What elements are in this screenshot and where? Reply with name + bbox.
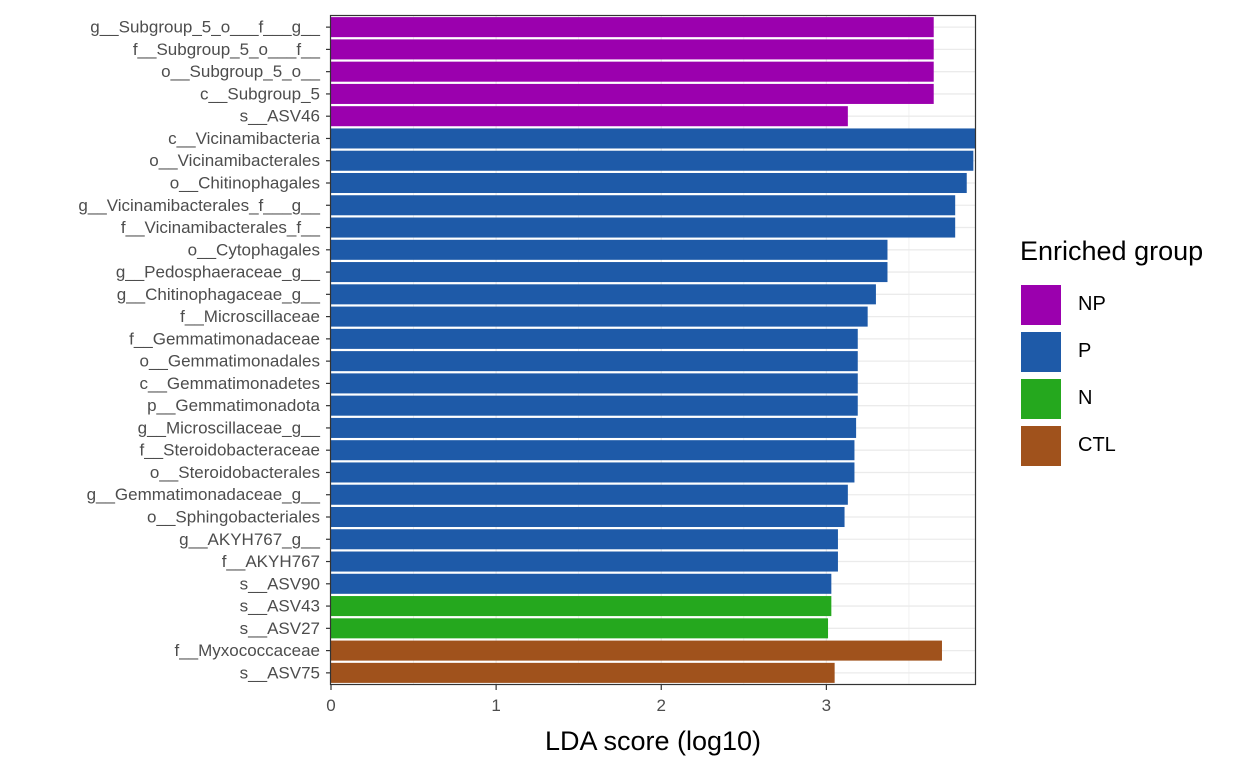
legend-item: N — [1020, 375, 1203, 422]
y-tick-label: f__Myxococcaceae — [174, 641, 320, 660]
x-tick-label: 0 — [326, 696, 335, 715]
bar — [331, 61, 934, 82]
y-tick-label: s__ASV90 — [240, 574, 320, 593]
legend-items: NP P N CTL — [1020, 281, 1203, 469]
legend-swatch — [1020, 330, 1062, 373]
y-tick-label: s__ASV27 — [240, 619, 320, 638]
legend-item: CTL — [1020, 422, 1203, 469]
bar — [331, 440, 855, 461]
bar — [331, 17, 934, 38]
bar — [331, 373, 858, 394]
legend-swatch — [1020, 424, 1062, 467]
bar — [331, 306, 868, 327]
bar — [331, 195, 956, 216]
legend-title: Enriched group — [1020, 236, 1204, 266]
bar — [331, 596, 832, 617]
plot-panel-border — [329, 14, 977, 686]
y-tick-label: f__Gemmatimonadaceae — [129, 329, 320, 348]
bar — [331, 551, 838, 572]
y-tick-label: f__Vicinamibacterales_f__ — [121, 218, 321, 237]
y-tick-label: o__Vicinamibacterales — [149, 151, 320, 170]
x-tick-label: 3 — [822, 696, 831, 715]
y-tick-label: s__ASV75 — [240, 663, 320, 682]
y-tick-label: p__Gemmatimonadota — [147, 396, 320, 415]
y-tick-label: c__Vicinamibacteria — [168, 129, 320, 148]
y-tick-label: g__Chitinophagaceae_g__ — [117, 285, 321, 304]
y-tick-label: c__Subgroup_5 — [200, 84, 320, 103]
bar — [331, 83, 934, 104]
y-tick-label: o__Cytophagales — [188, 240, 320, 259]
y-tick-label: s__ASV43 — [240, 597, 320, 616]
legend-label: N — [1078, 387, 1093, 409]
y-tick-label: s__ASV46 — [240, 107, 320, 126]
legend-item: NP — [1020, 281, 1203, 328]
y-tick-label: o__Steroidobacterales — [150, 463, 320, 482]
bar — [331, 262, 888, 283]
y-tick-label: o__Chitinophagales — [170, 174, 320, 193]
y-tick-label: g__Microscillaceae_g__ — [138, 418, 321, 437]
legend-item: P — [1020, 328, 1203, 375]
bar — [331, 351, 858, 372]
bar — [331, 239, 888, 260]
bar — [331, 150, 974, 171]
bar — [331, 39, 934, 60]
bar — [331, 106, 848, 127]
y-tick-label: g__Gemmatimonadaceae_g__ — [87, 485, 321, 504]
y-tick-label: c__Gemmatimonadetes — [140, 374, 320, 393]
bar — [331, 506, 845, 528]
y-tick-label: o__Gemmatimonadales — [140, 352, 320, 371]
bar — [331, 618, 829, 639]
bar — [331, 217, 956, 238]
bar — [331, 573, 832, 594]
legend: Enriched group NP P N CTL — [1020, 236, 1203, 469]
legend-label: NP — [1078, 293, 1106, 315]
bar — [331, 284, 876, 305]
legend-swatch — [1020, 283, 1062, 326]
y-tick-label: g__Vicinamibacterales_f___g__ — [78, 196, 320, 215]
y-tick-label: g__Pedosphaeraceae_g__ — [116, 263, 321, 282]
bars — [331, 17, 975, 683]
x-tick-label: 2 — [657, 696, 666, 715]
bar — [331, 462, 855, 483]
legend-label: CTL — [1078, 434, 1116, 456]
bar — [331, 662, 835, 683]
bar — [331, 484, 848, 505]
y-tick-label: g__AKYH767_g__ — [179, 530, 320, 549]
bar — [331, 172, 967, 194]
y-tick-label: f__AKYH767 — [222, 552, 320, 571]
y-tick-label: o__Sphingobacteriales — [147, 508, 320, 527]
bar — [331, 395, 858, 416]
legend-label: P — [1078, 340, 1092, 362]
x-tick-label: 1 — [491, 696, 500, 715]
bar — [331, 529, 838, 550]
y-tick-label: o__Subgroup_5_o__ — [161, 62, 320, 81]
bar — [331, 640, 942, 661]
y-tick-label: f__Microscillaceae — [180, 307, 320, 326]
legend-swatch — [1020, 377, 1062, 420]
bar — [331, 328, 858, 349]
bar — [331, 417, 857, 438]
x-axis-ticks: 0 1 2 3 — [326, 684, 831, 715]
y-tick-label: f__Subgroup_5_o___f__ — [133, 40, 321, 59]
y-tick-label: g__Subgroup_5_o___f___g__ — [90, 18, 320, 37]
y-tick-labels: g__Subgroup_5_o___f___g__ f__Subgroup_5_o… — [78, 18, 331, 682]
y-tick-label: f__Steroidobacteraceae — [139, 441, 320, 460]
bar — [331, 128, 975, 149]
x-axis-title: LDA score (log10) — [545, 726, 761, 756]
